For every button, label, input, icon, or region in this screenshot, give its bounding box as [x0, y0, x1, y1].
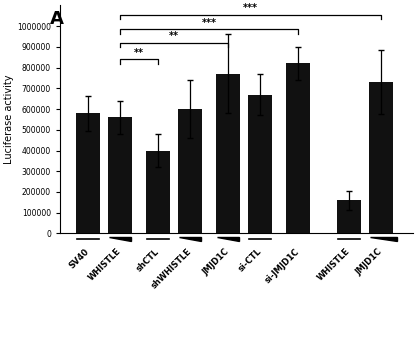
Text: A: A [50, 9, 64, 28]
Bar [178, 109, 202, 234]
Text: JMJD1C: JMJD1C [201, 247, 231, 277]
Text: shCTL: shCTL [135, 247, 161, 273]
Polygon shape [109, 237, 131, 241]
Bar [369, 82, 393, 234]
Bar [146, 151, 170, 234]
Text: si-CTL: si-CTL [236, 247, 263, 274]
Text: WHISTLE: WHISTLE [316, 247, 352, 283]
Text: JMJD1C: JMJD1C [354, 247, 384, 277]
Polygon shape [370, 237, 397, 241]
Text: shWHISTLE: shWHISTLE [149, 247, 193, 290]
Bar [216, 74, 240, 234]
Bar [248, 95, 272, 234]
Text: si-JMJD1C: si-JMJD1C [263, 247, 301, 285]
Polygon shape [217, 237, 239, 241]
Polygon shape [179, 237, 201, 241]
Bar [286, 63, 310, 234]
Y-axis label: Luciferase activity: Luciferase activity [4, 75, 14, 164]
Text: WHISTLE: WHISTLE [87, 247, 123, 283]
Text: **: ** [134, 48, 144, 58]
Text: ***: *** [243, 3, 258, 13]
Text: SV40: SV40 [68, 247, 91, 270]
Bar [76, 113, 100, 234]
Bar [108, 117, 132, 234]
Text: ***: *** [201, 18, 216, 28]
Text: **: ** [169, 31, 179, 41]
Bar [337, 200, 361, 234]
